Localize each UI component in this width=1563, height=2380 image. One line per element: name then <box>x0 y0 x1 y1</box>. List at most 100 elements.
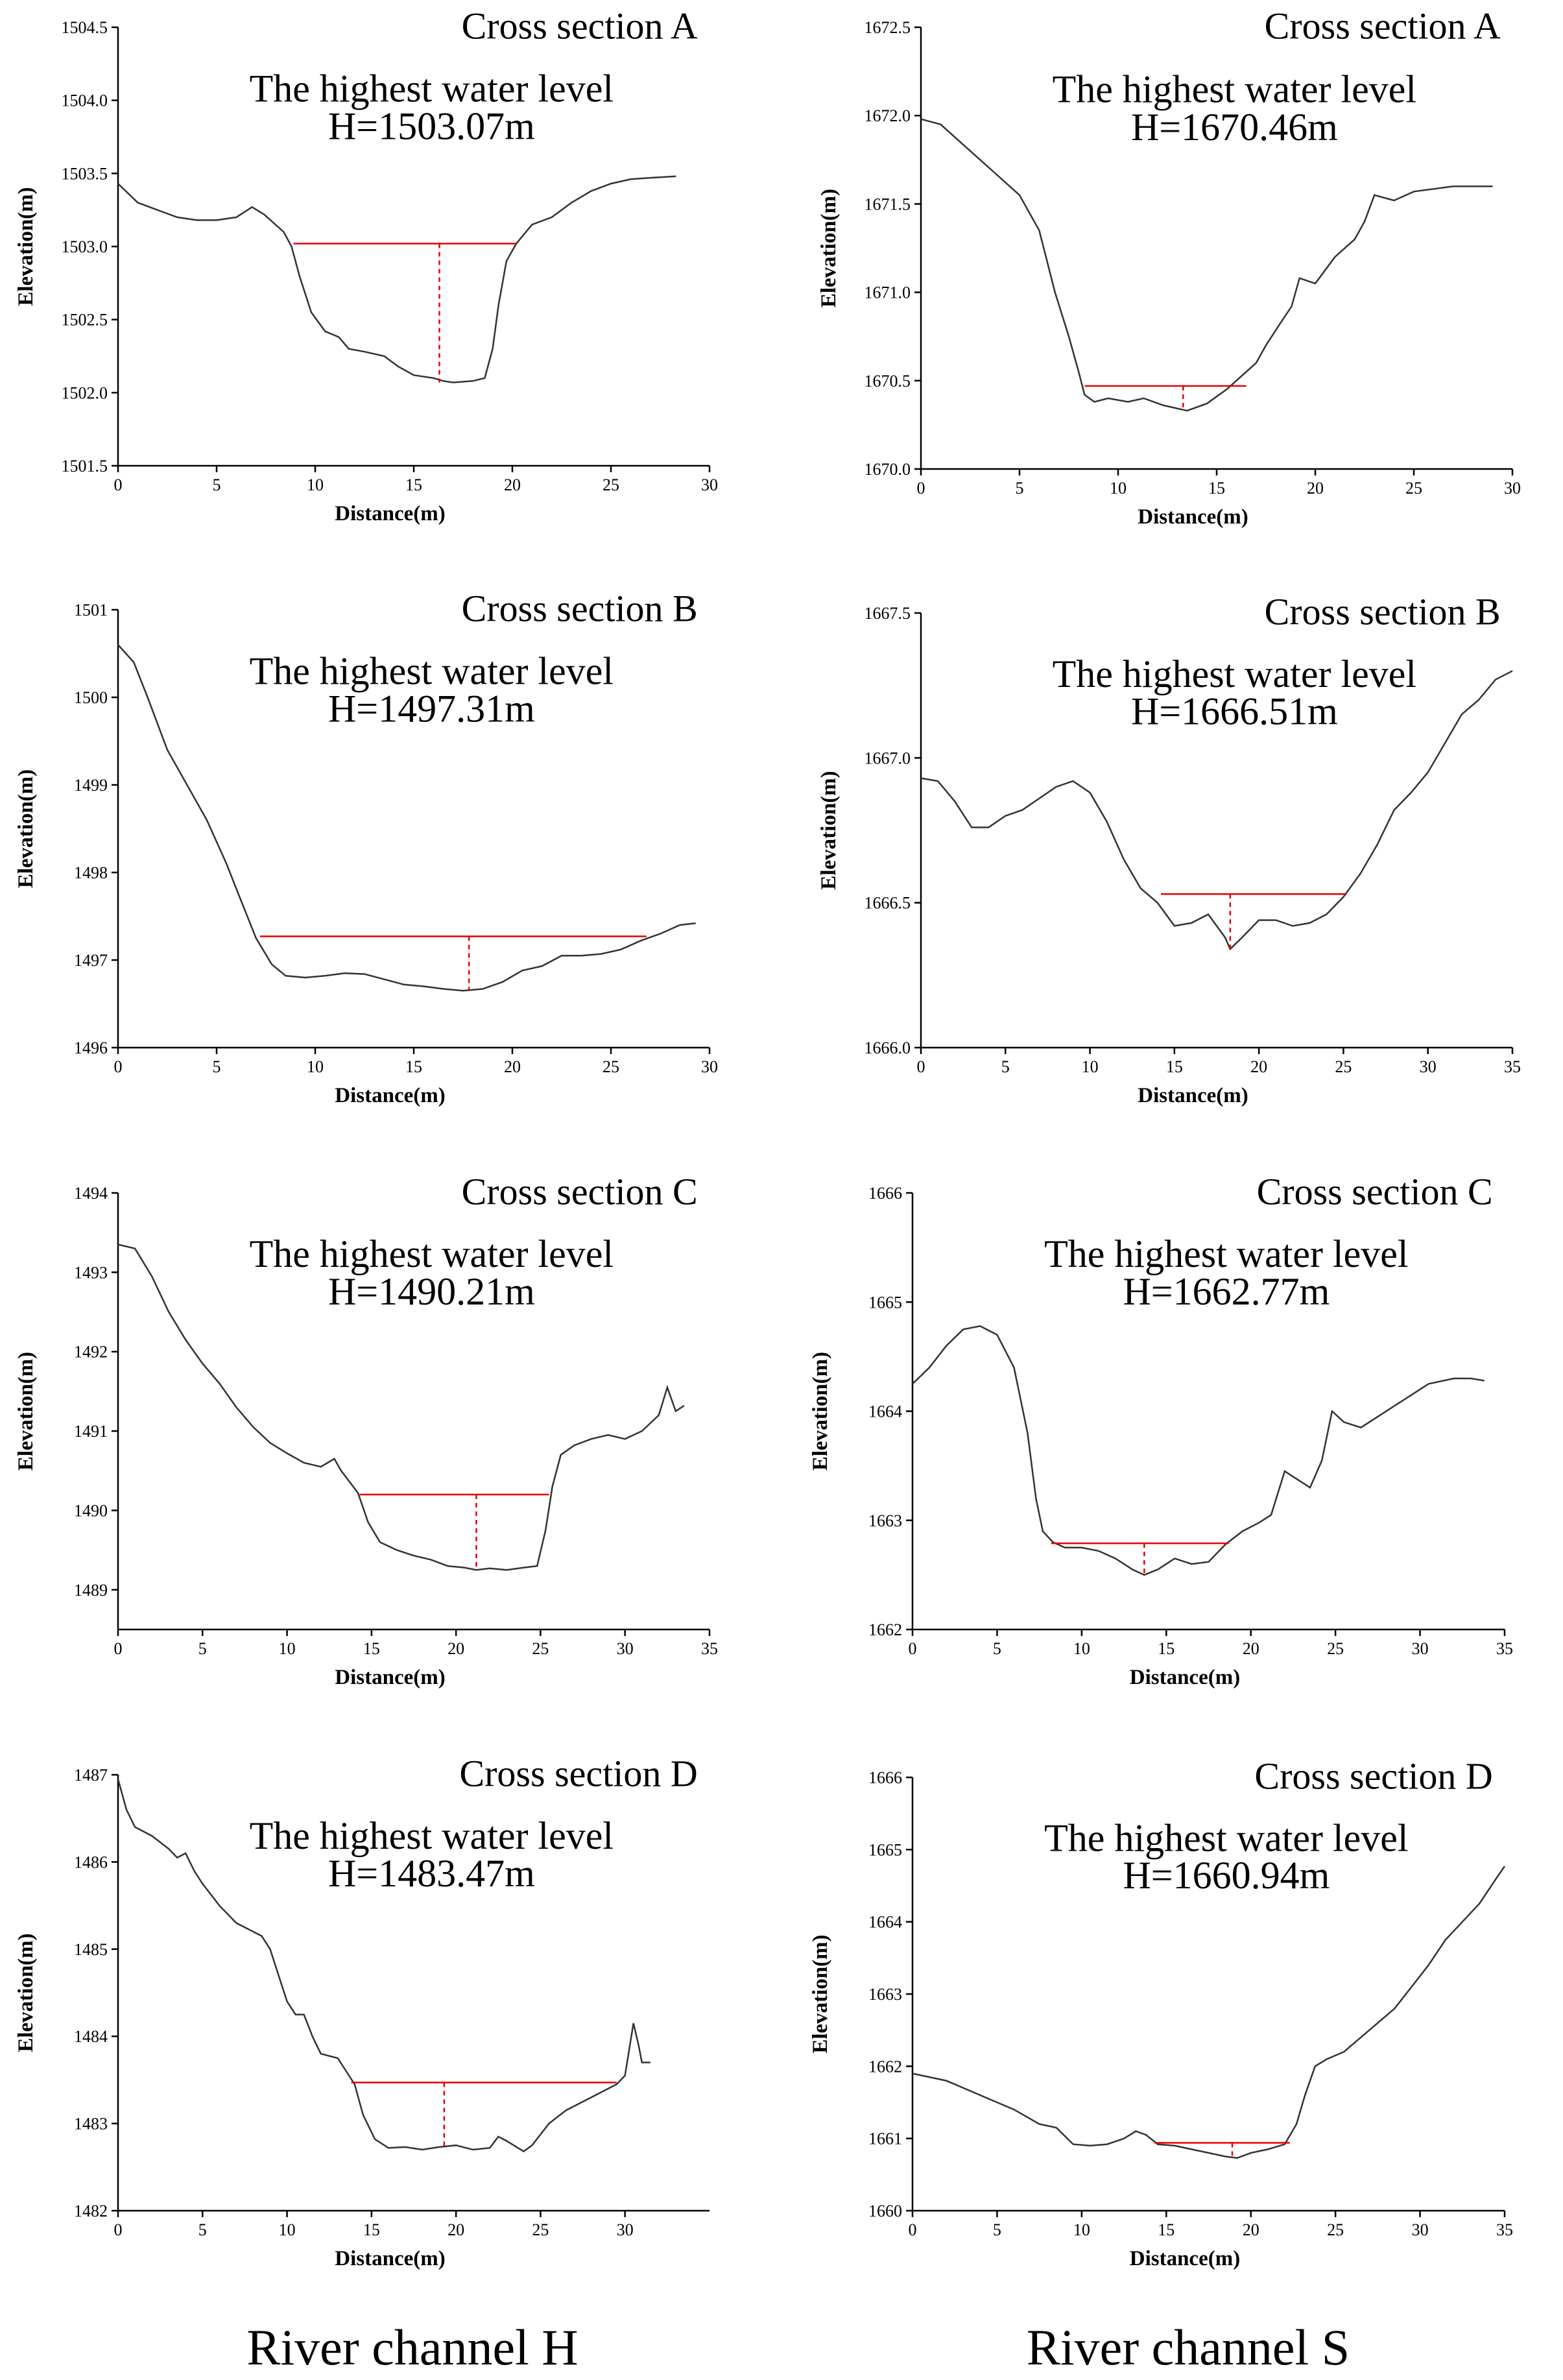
y-tick-label: 1666.0 <box>865 1039 911 1057</box>
x-tick-label: 20 <box>1307 479 1324 498</box>
y-axis-title: Elevation(m) <box>14 769 38 888</box>
terrain-profile-line <box>912 1325 1485 1576</box>
y-tick-label: 1500 <box>74 688 108 707</box>
x-axis-title: Distance(m) <box>335 2247 445 2270</box>
y-tick-label: 1664 <box>868 1402 902 1421</box>
x-tick-label: 10 <box>1110 479 1127 498</box>
y-tick-label: 1501.5 <box>62 457 108 475</box>
annotation-line-2: H=1497.31m <box>328 688 535 730</box>
y-tick-label: 1672.5 <box>865 18 911 37</box>
x-tick-label: 30 <box>1420 1057 1437 1076</box>
panel-title: Cross section A <box>1265 5 1501 47</box>
y-tick-label: 1499 <box>74 776 108 795</box>
x-tick-label: 25 <box>603 475 619 494</box>
x-tick-label: 30 <box>1412 2220 1429 2239</box>
chart-panel-5: 0 5 10 15 20 25 30 35 1489 1490 1491 1492 1493 1494 Di… <box>14 1170 718 1689</box>
chart-panel-7: 0 5 10 15 20 25 30 1482 1483 1484 1485 1486 1487 Dist… <box>14 1752 710 2270</box>
y-axis-title: Elevation(m) <box>809 1934 832 2053</box>
x-tick-label: 0 <box>909 1639 917 1658</box>
panel-title: Cross section D <box>459 1752 697 1794</box>
panel-title: Cross section B <box>462 587 698 629</box>
y-tick-label: 1496 <box>74 1039 108 1057</box>
y-tick-label: 1671.5 <box>865 195 911 213</box>
terrain-profile-line <box>920 670 1513 951</box>
x-tick-label: 30 <box>701 1057 718 1076</box>
y-tick-label: 1663 <box>868 1511 902 1530</box>
x-tick-label: 0 <box>917 1057 925 1076</box>
y-tick-label: 1662 <box>868 1620 902 1639</box>
x-tick-label: 15 <box>1166 1057 1183 1076</box>
annotation-line-2: H=1660.94m <box>1123 1854 1330 1897</box>
y-tick-label: 1666 <box>868 1768 902 1787</box>
y-tick-label: 1491 <box>74 1422 108 1441</box>
annotation-line-1: The highest water level <box>1053 653 1416 695</box>
panel-title: Cross section A <box>462 5 698 47</box>
chart-panel-1: 0 5 10 15 20 25 30 1501.5 1502.0 1502.5 1503.0 1503… <box>14 5 718 525</box>
x-tick-label: 25 <box>1405 479 1422 498</box>
x-tick-label: 5 <box>213 475 221 494</box>
x-tick-label: 25 <box>1335 1057 1352 1076</box>
x-tick-label: 5 <box>993 1639 1001 1658</box>
annotation-line-1: The highest water level <box>1044 1232 1408 1275</box>
x-tick-label: 15 <box>1158 2220 1175 2239</box>
y-tick-label: 1483 <box>74 2115 108 2134</box>
annotation-line-1: The highest water level <box>250 67 614 110</box>
x-tick-label: 10 <box>279 2220 296 2239</box>
x-tick-label: 15 <box>1208 479 1225 498</box>
chart-panel-2: 0 5 10 15 20 25 30 1670.0 1670.5 1671.0 1671.5 1672… <box>817 5 1521 529</box>
channel-label-h: River channel H <box>246 2319 578 2375</box>
y-tick-label: 1485 <box>74 1940 108 1959</box>
x-tick-label: 30 <box>1412 1639 1429 1658</box>
x-axis-title: Distance(m) <box>1138 1084 1248 1107</box>
x-tick-label: 0 <box>114 2220 123 2239</box>
x-tick-label: 25 <box>532 2220 549 2239</box>
y-tick-label: 1661 <box>868 2130 902 2148</box>
y-tick-label: 1672.0 <box>865 106 911 125</box>
y-tick-label: 1492 <box>74 1343 108 1362</box>
y-axis-title: Elevation(m) <box>14 187 38 306</box>
x-tick-label: 30 <box>617 1639 634 1658</box>
y-tick-label: 1663 <box>868 1985 902 2004</box>
x-tick-label: 5 <box>213 1057 221 1076</box>
x-tick-label: 35 <box>701 1639 718 1658</box>
terrain-profile-line <box>920 118 1493 412</box>
y-axis-title: Elevation(m) <box>809 1352 832 1471</box>
y-tick-label: 1666 <box>868 1184 902 1203</box>
y-tick-label: 1489 <box>74 1581 108 1600</box>
x-tick-label: 10 <box>307 1057 324 1076</box>
x-tick-label: 0 <box>114 1639 123 1658</box>
x-axis-title: Distance(m) <box>335 502 445 525</box>
annotation-line-1: The highest water level <box>1053 67 1416 110</box>
x-tick-label: 35 <box>1504 1057 1521 1076</box>
y-tick-label: 1482 <box>74 2202 108 2220</box>
y-tick-label: 1486 <box>74 1853 108 1871</box>
x-tick-label: 25 <box>532 1639 549 1658</box>
terrain-profile-line <box>117 175 676 383</box>
y-tick-label: 1502.0 <box>62 383 108 402</box>
x-tick-label: 15 <box>363 1639 380 1658</box>
terrain-profile-line <box>912 1866 1506 2159</box>
chart-panel-6: 0 5 10 15 20 25 30 35 1662 1663 1664 1665 1666 Distan… <box>809 1170 1513 1689</box>
y-tick-label: 1501 <box>74 601 108 619</box>
y-tick-label: 1664 <box>868 1913 902 1932</box>
y-tick-label: 1487 <box>74 1766 108 1785</box>
y-tick-label: 1484 <box>74 2027 108 2046</box>
annotation-line-2: H=1666.51m <box>1131 690 1338 732</box>
x-tick-label: 5 <box>1001 1057 1010 1076</box>
chart-panel-3: 0 5 10 15 20 25 30 1496 1497 1498 1499 1500 1501 Dist… <box>14 587 718 1107</box>
annotation-line-2: H=1670.46m <box>1131 106 1338 149</box>
panel-title: Cross section C <box>1257 1170 1493 1212</box>
y-tick-label: 1494 <box>74 1184 108 1203</box>
x-tick-label: 0 <box>114 1057 123 1076</box>
x-axis-title: Distance(m) <box>1130 1666 1240 1689</box>
y-tick-label: 1665 <box>868 1293 902 1312</box>
x-tick-label: 20 <box>504 1057 521 1076</box>
x-tick-label: 10 <box>1073 2220 1090 2239</box>
y-tick-label: 1670.5 <box>865 372 911 391</box>
x-tick-label: 30 <box>1504 479 1521 498</box>
annotation-line-2: H=1490.21m <box>328 1270 535 1313</box>
y-tick-label: 1504.5 <box>62 18 108 37</box>
x-tick-label: 15 <box>405 1057 422 1076</box>
x-tick-label: 20 <box>1243 2220 1259 2239</box>
